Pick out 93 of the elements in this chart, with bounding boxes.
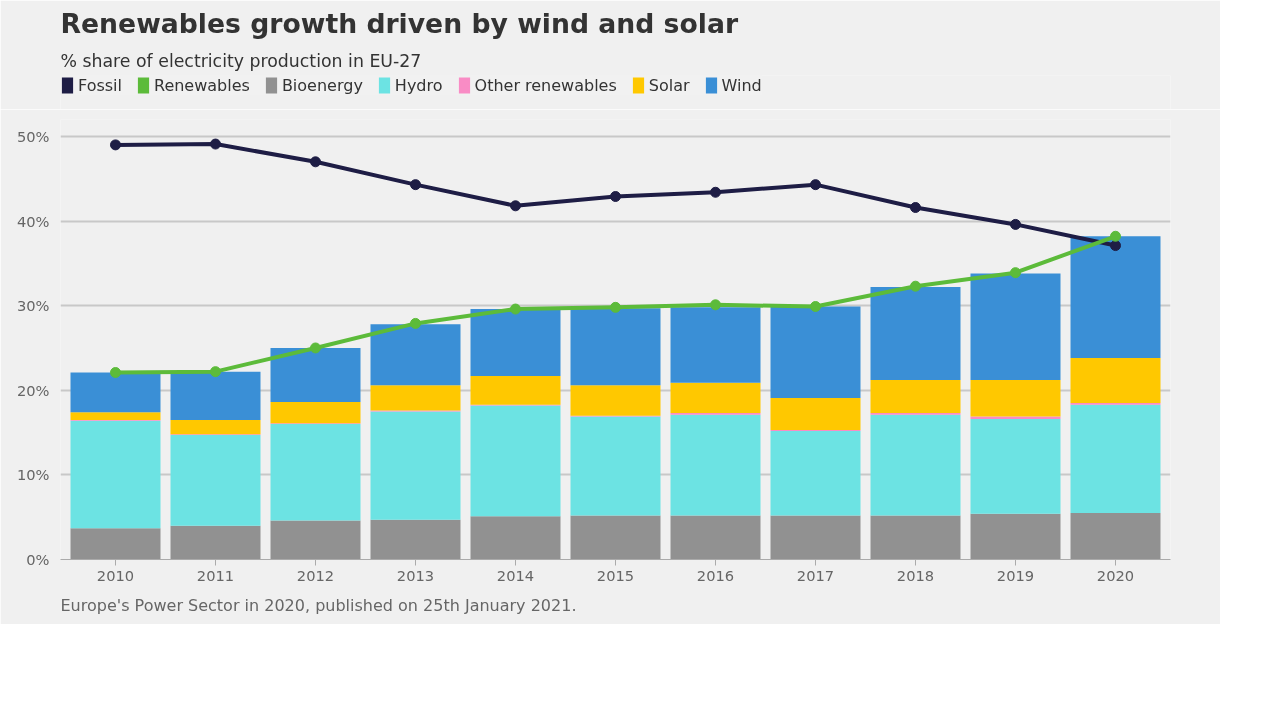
bar xyxy=(170,525,261,560)
point xyxy=(1110,230,1121,242)
point xyxy=(610,191,621,202)
point xyxy=(910,202,921,213)
y-tick-label: 50% xyxy=(16,127,50,145)
x-tick-label: 2017 xyxy=(796,566,835,584)
bar xyxy=(470,516,561,560)
point xyxy=(210,138,221,150)
bar xyxy=(970,273,1061,381)
x-tick-label: 2016 xyxy=(696,566,735,584)
bar xyxy=(70,528,161,560)
x-tick-label: 2020 xyxy=(1096,566,1135,584)
legend-label: Renewables xyxy=(153,75,250,95)
point xyxy=(1110,240,1121,252)
bar xyxy=(70,372,161,413)
y-tick-label: 40% xyxy=(16,212,50,230)
point xyxy=(410,179,421,191)
bar xyxy=(770,515,861,560)
bar xyxy=(370,385,461,411)
bar xyxy=(370,519,461,560)
bar xyxy=(670,515,761,560)
bar xyxy=(270,402,361,424)
bar xyxy=(70,412,161,420)
bar xyxy=(770,306,861,398)
bar xyxy=(670,307,761,383)
bar xyxy=(570,416,661,516)
bar xyxy=(770,397,861,431)
bar xyxy=(370,411,461,520)
bar xyxy=(1070,404,1161,513)
bar xyxy=(570,385,661,416)
legend-label: Hydro xyxy=(394,75,443,95)
point xyxy=(910,280,921,292)
point xyxy=(710,186,721,198)
bar xyxy=(670,414,761,516)
bar xyxy=(70,420,161,529)
legend-label: Bioenergy xyxy=(281,75,363,95)
point xyxy=(510,303,521,315)
point xyxy=(310,156,321,168)
x-tick-label: 2014 xyxy=(496,566,535,584)
y-tick-label: 10% xyxy=(16,466,50,484)
chart-subtitle: % share of electricity production in EU-27 xyxy=(60,50,422,71)
bar xyxy=(970,513,1061,560)
bar xyxy=(670,382,761,414)
point xyxy=(510,200,521,212)
bar xyxy=(870,414,961,516)
bar xyxy=(470,405,561,517)
text: Europe's Power Sector in 2020, published on 25th January 2021. xyxy=(60,595,577,615)
bar xyxy=(970,419,1061,514)
x-tick-label: 2019 xyxy=(996,566,1035,584)
bar xyxy=(570,515,661,560)
bar xyxy=(370,324,461,386)
bar xyxy=(170,419,261,435)
legend-label: Wind xyxy=(721,75,762,95)
bar xyxy=(970,380,1061,417)
bar xyxy=(270,520,361,560)
point xyxy=(210,366,221,378)
bar xyxy=(770,430,861,516)
y-tick-label: 30% xyxy=(16,297,50,315)
legend-label: Fossil xyxy=(78,75,122,95)
point xyxy=(610,301,621,313)
bar xyxy=(170,435,261,526)
point xyxy=(810,301,821,312)
x-tick-label: 2013 xyxy=(396,566,435,584)
bar xyxy=(470,309,561,376)
y-tick-label: 20% xyxy=(16,381,50,399)
legend-label: Other renewables xyxy=(474,75,617,95)
point xyxy=(110,367,121,378)
bar xyxy=(1070,512,1161,560)
y-tick-label: 0% xyxy=(26,551,50,568)
point xyxy=(110,139,121,151)
x-tick-label: 2012 xyxy=(296,566,335,584)
bar xyxy=(870,515,961,560)
x-tick-label: 2010 xyxy=(96,566,135,584)
x-tick-label: 2018 xyxy=(896,566,935,584)
point xyxy=(710,299,721,311)
bar xyxy=(470,375,561,405)
bar xyxy=(170,371,261,420)
point xyxy=(310,342,321,354)
x-tick-label: 2015 xyxy=(596,566,635,584)
bar xyxy=(1070,236,1161,359)
point xyxy=(810,179,821,191)
x-tick-label: 2011 xyxy=(196,566,235,584)
point xyxy=(1010,218,1021,230)
bar xyxy=(270,347,361,403)
bar xyxy=(870,287,961,381)
legend-label: Solar xyxy=(648,75,690,95)
bar xyxy=(570,308,661,386)
point xyxy=(410,317,421,329)
chart-title: Renewables growth driven by wind and solar xyxy=(60,7,739,39)
bar xyxy=(1070,358,1161,403)
point xyxy=(1010,267,1021,279)
bar xyxy=(870,380,961,414)
bar xyxy=(270,424,361,521)
